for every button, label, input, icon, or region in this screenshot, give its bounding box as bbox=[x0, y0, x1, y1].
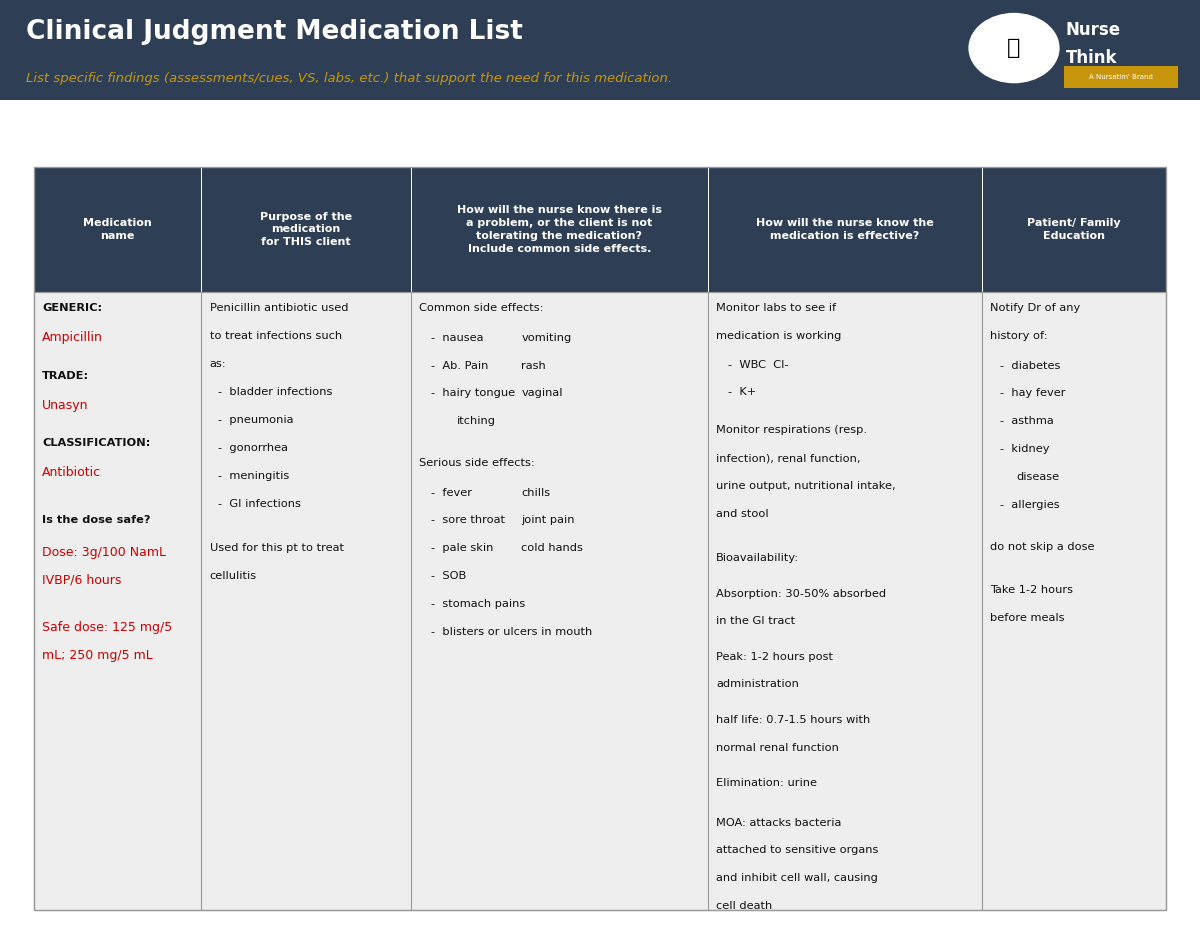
Text: Is the dose safe?: Is the dose safe? bbox=[42, 515, 150, 526]
Text: -  pale skin: - pale skin bbox=[431, 543, 493, 553]
Text: Monitor respirations (resp.: Monitor respirations (resp. bbox=[716, 425, 868, 436]
Text: -  allergies: - allergies bbox=[1000, 500, 1060, 510]
Text: -  sore throat: - sore throat bbox=[431, 515, 505, 526]
Text: cell death: cell death bbox=[716, 901, 773, 911]
Text: before meals: before meals bbox=[990, 613, 1064, 623]
Text: -  hairy tongue: - hairy tongue bbox=[431, 388, 515, 399]
Text: disease: disease bbox=[1016, 472, 1060, 482]
Text: -  stomach pains: - stomach pains bbox=[431, 599, 526, 609]
Text: Ampicillin: Ampicillin bbox=[42, 331, 103, 344]
Text: joint pain: joint pain bbox=[521, 515, 575, 526]
Circle shape bbox=[968, 13, 1060, 83]
Text: -  blisters or ulcers in mouth: - blisters or ulcers in mouth bbox=[431, 627, 593, 637]
Text: Think: Think bbox=[1066, 49, 1117, 67]
Text: -  gonorrhea: - gonorrhea bbox=[218, 443, 288, 453]
Text: in the GI tract: in the GI tract bbox=[716, 616, 796, 627]
Text: Peak: 1-2 hours post: Peak: 1-2 hours post bbox=[716, 652, 833, 662]
Bar bbox=[410, 167, 708, 292]
Text: How will the nurse know there is
a problem, or the client is not
tolerating the : How will the nurse know there is a probl… bbox=[457, 205, 661, 254]
Text: cold hands: cold hands bbox=[521, 543, 583, 553]
Text: MOA: attacks bacteria: MOA: attacks bacteria bbox=[716, 818, 841, 828]
Text: attached to sensitive organs: attached to sensitive organs bbox=[716, 845, 878, 856]
Text: Clinical Judgment Medication List: Clinical Judgment Medication List bbox=[26, 19, 523, 45]
Text: Dose: 3g/100 NamL: Dose: 3g/100 NamL bbox=[42, 546, 166, 559]
Bar bbox=[34, 292, 1166, 910]
Text: vaginal: vaginal bbox=[521, 388, 563, 399]
Text: administration: administration bbox=[716, 679, 799, 690]
Text: itching: itching bbox=[456, 416, 496, 426]
Text: half life: 0.7-1.5 hours with: half life: 0.7-1.5 hours with bbox=[716, 715, 870, 725]
Text: mL; 250 mg/5 mL: mL; 250 mg/5 mL bbox=[42, 649, 152, 662]
Text: and inhibit cell wall, causing: and inhibit cell wall, causing bbox=[716, 873, 878, 883]
Text: Unasyn: Unasyn bbox=[42, 399, 89, 412]
Text: -  hay fever: - hay fever bbox=[1000, 388, 1066, 399]
Text: Serious side effects:: Serious side effects: bbox=[419, 458, 535, 468]
Bar bbox=[982, 167, 1166, 292]
Bar bbox=[1064, 66, 1178, 88]
Text: Used for this pt to treat: Used for this pt to treat bbox=[210, 543, 343, 553]
Text: -  WBC  Cl-: - WBC Cl- bbox=[728, 360, 788, 370]
Text: GENERIC:: GENERIC: bbox=[42, 303, 102, 313]
Text: rash: rash bbox=[521, 361, 546, 371]
Text: -  kidney: - kidney bbox=[1000, 444, 1049, 454]
Bar bbox=[708, 167, 982, 292]
Text: normal renal function: normal renal function bbox=[716, 743, 839, 753]
Text: Take 1-2 hours: Take 1-2 hours bbox=[990, 585, 1073, 595]
Text: -  K+: - K+ bbox=[728, 387, 756, 398]
Bar bbox=[0, 0, 1200, 100]
Text: Absorption: 30-50% absorbed: Absorption: 30-50% absorbed bbox=[716, 589, 886, 599]
Text: do not skip a dose: do not skip a dose bbox=[990, 542, 1094, 552]
Bar bbox=[34, 167, 202, 292]
Text: Patient/ Family
Education: Patient/ Family Education bbox=[1027, 218, 1121, 241]
Text: cellulitis: cellulitis bbox=[210, 571, 257, 581]
Text: List specific findings (assessments/cues, VS, labs, etc.) that support the need : List specific findings (assessments/cues… bbox=[26, 71, 672, 84]
Text: -  SOB: - SOB bbox=[431, 571, 467, 581]
Text: CLASSIFICATION:: CLASSIFICATION: bbox=[42, 438, 150, 449]
Text: vomiting: vomiting bbox=[521, 333, 571, 343]
Text: medication is working: medication is working bbox=[716, 331, 841, 341]
Text: Monitor labs to see if: Monitor labs to see if bbox=[716, 303, 836, 313]
Text: Medication
name: Medication name bbox=[83, 218, 152, 241]
Text: -  nausea: - nausea bbox=[431, 333, 484, 343]
Bar bbox=[34, 167, 1166, 910]
Text: infection), renal function,: infection), renal function, bbox=[716, 453, 860, 464]
Text: as:: as: bbox=[210, 359, 227, 369]
Text: Antibiotic: Antibiotic bbox=[42, 466, 101, 479]
Text: and stool: and stool bbox=[716, 509, 769, 519]
Text: IVBP/6 hours: IVBP/6 hours bbox=[42, 574, 121, 587]
Text: -  bladder infections: - bladder infections bbox=[218, 387, 332, 398]
Text: urine output, nutritional intake,: urine output, nutritional intake, bbox=[716, 481, 895, 491]
Text: to treat infections such: to treat infections such bbox=[210, 331, 342, 341]
Text: Penicillin antibiotic used: Penicillin antibiotic used bbox=[210, 303, 348, 313]
Text: -  asthma: - asthma bbox=[1000, 416, 1054, 426]
Text: -  pneumonia: - pneumonia bbox=[218, 415, 294, 425]
Text: -  fever: - fever bbox=[431, 488, 473, 498]
Text: -  Ab. Pain: - Ab. Pain bbox=[431, 361, 488, 371]
Text: Common side effects:: Common side effects: bbox=[419, 303, 544, 313]
Text: 💡: 💡 bbox=[1007, 38, 1021, 58]
Text: -  meningitis: - meningitis bbox=[218, 471, 289, 481]
Text: Elimination: urine: Elimination: urine bbox=[716, 778, 817, 788]
Text: Safe dose: 125 mg/5: Safe dose: 125 mg/5 bbox=[42, 621, 173, 634]
Text: -  diabetes: - diabetes bbox=[1000, 361, 1060, 371]
Text: Purpose of the
medication
for THIS client: Purpose of the medication for THIS clien… bbox=[260, 211, 352, 248]
Text: chills: chills bbox=[521, 488, 551, 498]
Text: -  GI infections: - GI infections bbox=[218, 499, 301, 509]
Text: How will the nurse know the
medication is effective?: How will the nurse know the medication i… bbox=[756, 218, 934, 241]
Text: Nurse: Nurse bbox=[1066, 21, 1121, 39]
Text: Notify Dr of any: Notify Dr of any bbox=[990, 303, 1080, 313]
Text: A Nursatim' Brand: A Nursatim' Brand bbox=[1088, 74, 1153, 80]
Text: TRADE:: TRADE: bbox=[42, 371, 89, 381]
Bar bbox=[202, 167, 410, 292]
Text: Bioavailability:: Bioavailability: bbox=[716, 553, 799, 564]
Text: history of:: history of: bbox=[990, 331, 1048, 341]
